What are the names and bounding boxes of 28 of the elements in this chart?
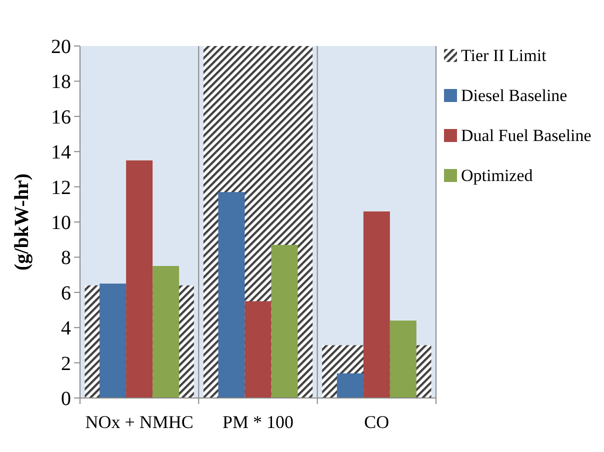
legend-label: Tier II Limit xyxy=(461,46,547,65)
bar xyxy=(152,266,180,398)
legend-label: Dual Fuel Baseline xyxy=(461,126,592,145)
legend-label: Optimized xyxy=(461,166,534,185)
y-tick-label: 20 xyxy=(51,36,71,58)
y-tick-label: 6 xyxy=(61,282,71,304)
bar xyxy=(363,211,390,398)
x-tick-label: PM * 100 xyxy=(222,412,294,432)
bar xyxy=(100,284,126,398)
bar xyxy=(271,244,298,398)
bar xyxy=(244,301,272,398)
bar xyxy=(126,160,153,398)
legend-label: Diesel Baseline xyxy=(461,86,568,105)
y-tick-label: 18 xyxy=(51,71,71,94)
y-tick-label: 16 xyxy=(51,106,71,128)
y-tick-label: 10 xyxy=(51,212,71,234)
y-axis-title: (g/bkW-hr) xyxy=(11,173,33,271)
y-tick-label: 14 xyxy=(51,142,71,164)
y-tick-label: 2 xyxy=(61,352,71,375)
y-tick-label: 8 xyxy=(61,247,71,270)
bar xyxy=(218,192,245,398)
y-tick-label: 4 xyxy=(61,318,71,340)
bar xyxy=(336,373,364,398)
y-tick-label: 12 xyxy=(51,176,71,199)
x-tick-label: CO xyxy=(364,412,390,432)
bar xyxy=(390,320,416,398)
y-tick-label: 0 xyxy=(61,388,71,410)
x-tick-label: NOx + NMHC xyxy=(85,412,194,432)
